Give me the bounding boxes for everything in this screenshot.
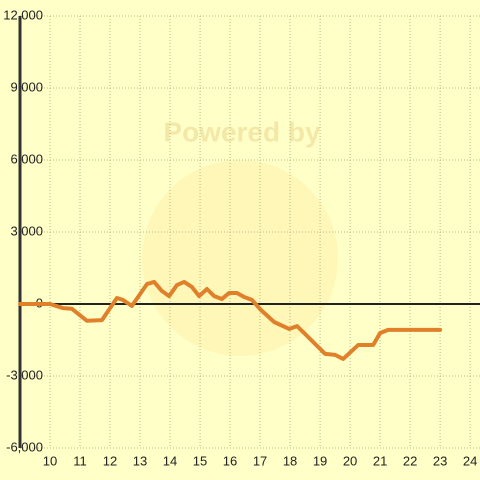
x-tick-label: 23 — [433, 453, 447, 468]
y-tick-label: -6,000 — [6, 439, 43, 454]
x-tick-label: 10 — [43, 453, 57, 468]
x-tick-label: 14 — [163, 453, 177, 468]
x-tick-label: 12 — [103, 453, 117, 468]
x-tick-label: 19 — [313, 453, 327, 468]
y-tick-label: -3,000 — [6, 367, 43, 382]
y-tick-label: 6,000 — [10, 151, 43, 166]
y-tick-label: 12,000 — [3, 7, 43, 22]
x-tick-label: 18 — [283, 453, 297, 468]
x-tick-label: 11 — [73, 453, 87, 468]
x-tick-label: 24 — [463, 453, 477, 468]
data-line — [18, 279, 443, 361]
y-tick-label: 3,000 — [10, 223, 43, 238]
watermark-logo — [142, 160, 338, 356]
x-tick-label: 15 — [193, 453, 207, 468]
x-tick-label: 16 — [223, 453, 237, 468]
x-tick-label: 20 — [343, 453, 357, 468]
x-tick-label: 22 — [403, 453, 417, 468]
x-tick-label: 13 — [133, 453, 147, 468]
x-tick-label: 17 — [253, 453, 267, 468]
x-tick-label: 21 — [373, 453, 387, 468]
y-tick-label: 9,000 — [10, 79, 43, 94]
watermark: Powered by — [163, 116, 321, 147]
